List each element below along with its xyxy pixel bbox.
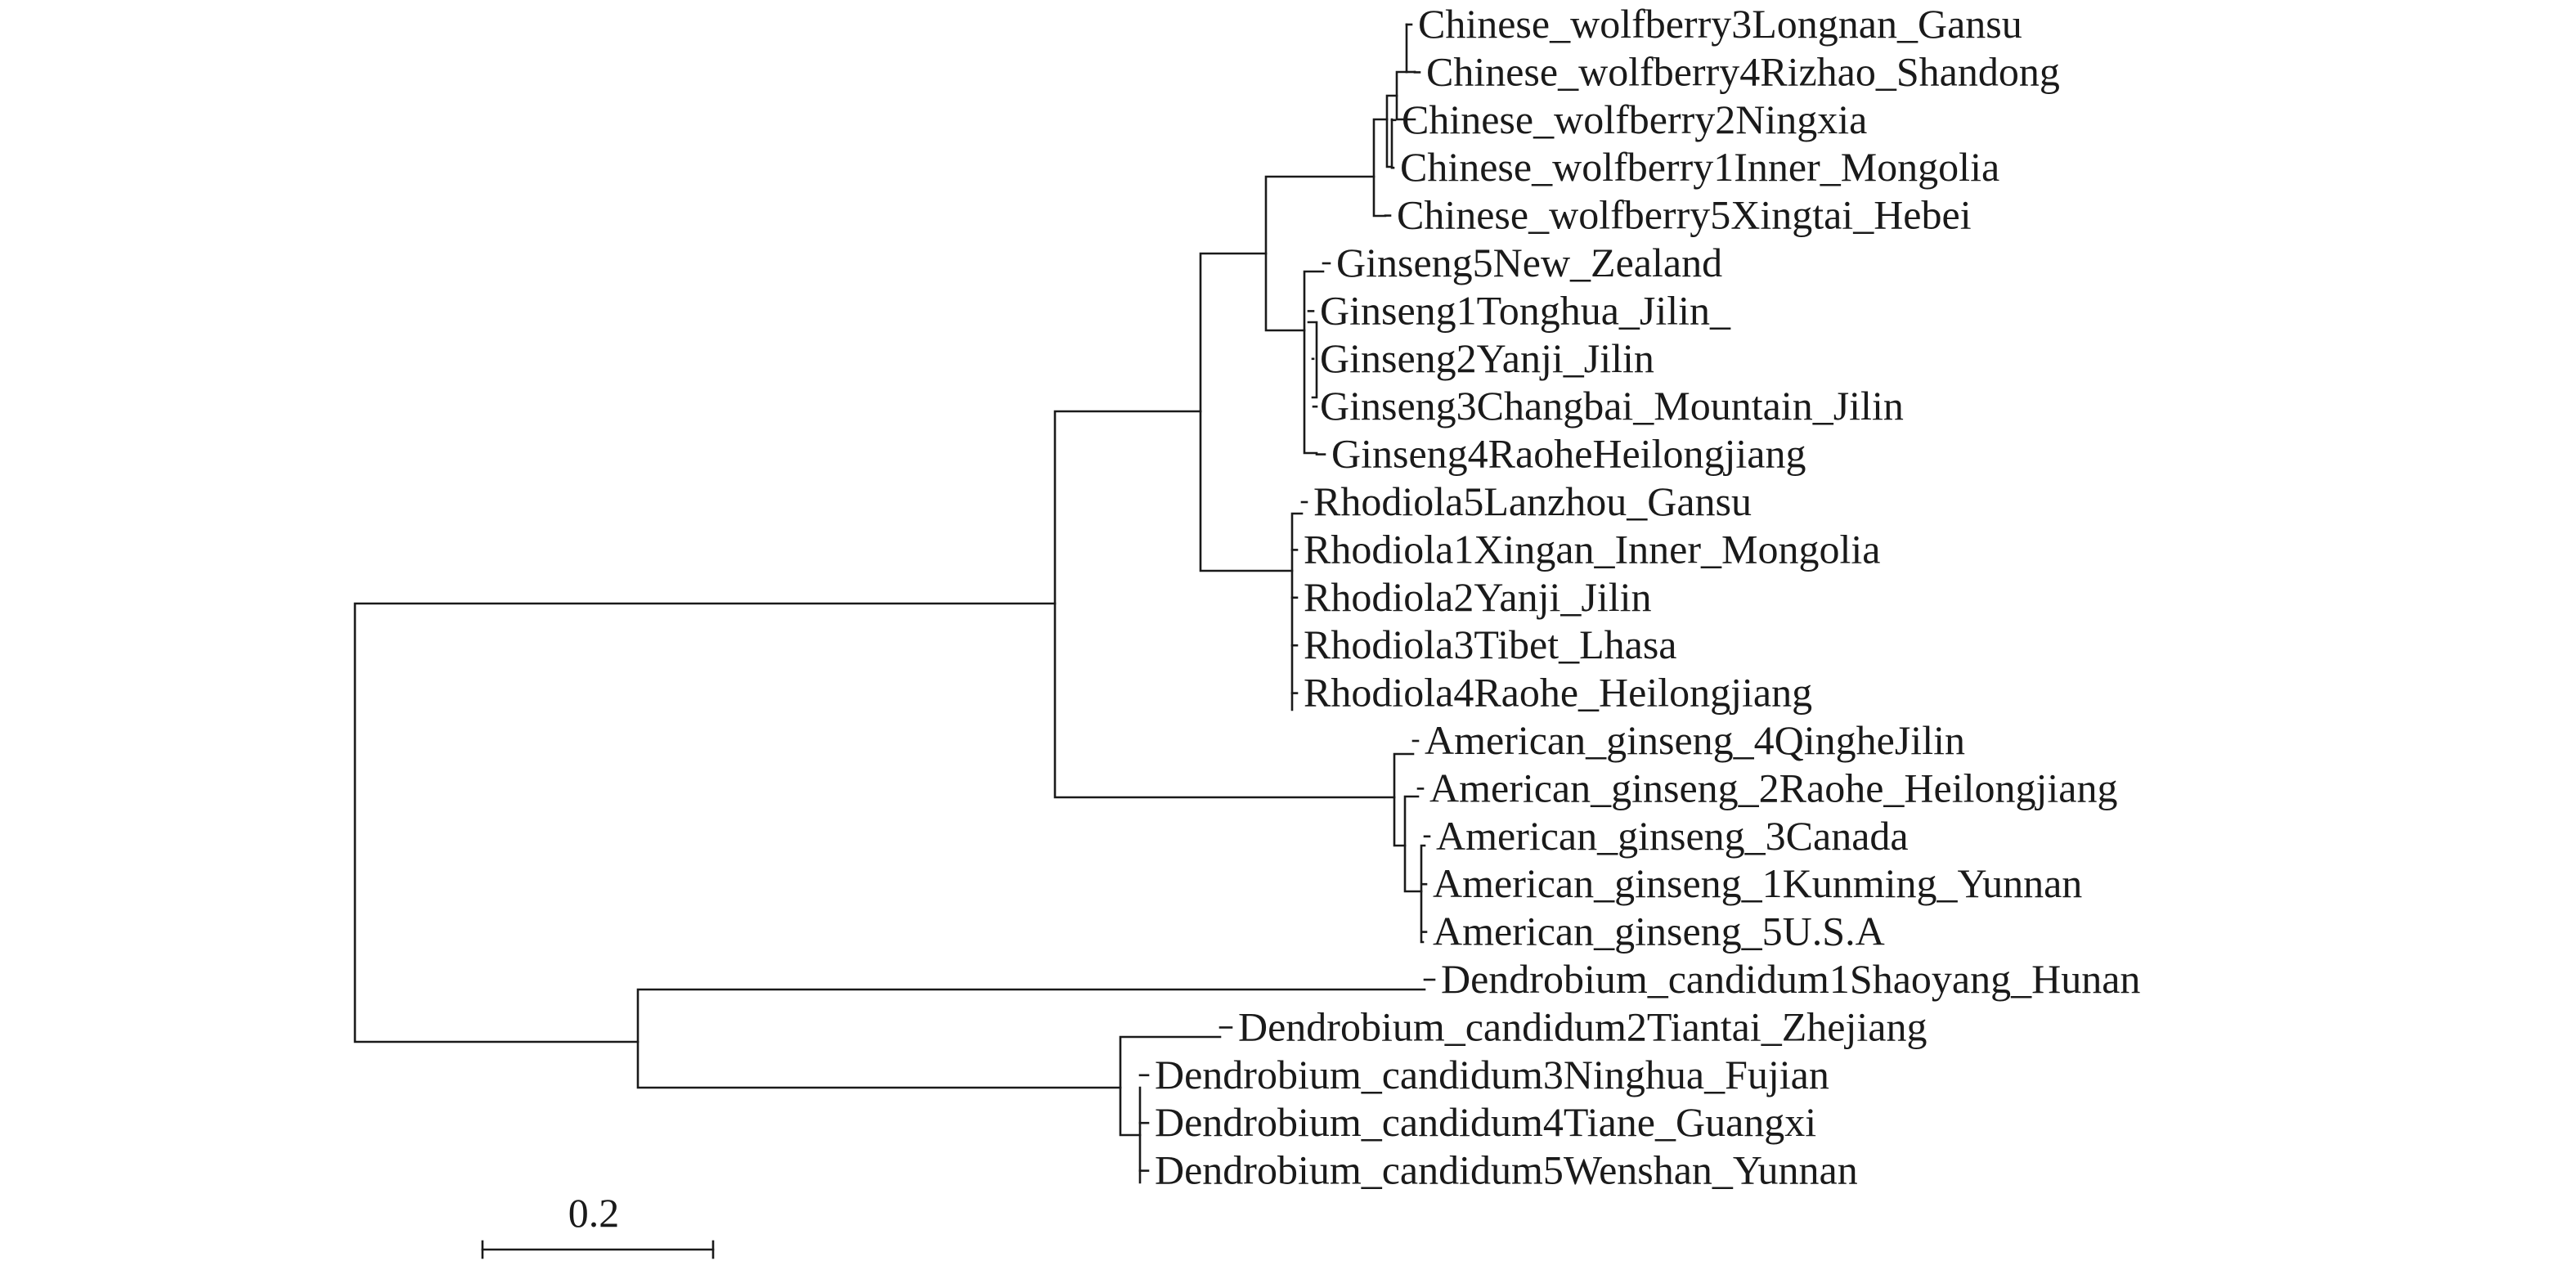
- leaf-label-23: Dendrobium_candidum3Ninghua_Fujian: [1155, 1052, 1829, 1097]
- leaf-label-2: Chinese_wolfberry4Rizhao_Shandong: [1426, 48, 2060, 94]
- american-ginseng-subclade-node: [1403, 795, 1423, 893]
- leaf-label-19: American_ginseng_1Kunming_Yunnan: [1433, 860, 2082, 906]
- leaf-label-14: Rhodiola3Tibet_Lhasa: [1304, 622, 1676, 667]
- leaf-label-3: Chinese_wolfberry2Ningxia: [1402, 96, 1867, 142]
- leaf-label-17: American_ginseng_2Raohe_Heilongjiang: [1429, 765, 2117, 810]
- leaf-label-21: Dendrobium_candidum1Shaoyang_Hunan: [1441, 956, 2140, 1002]
- leaf-label-10: Ginseng4RaoheHeilongjiang: [1331, 431, 1806, 477]
- leaf-label-18: American_ginseng_3Canada: [1436, 813, 1909, 859]
- wolfberry-3-4-node: [1395, 70, 1416, 121]
- main-clade-node: [1053, 410, 1396, 799]
- dendrobium-clade-node: [636, 988, 1426, 1089]
- leaf-label-9: Ginseng3Changbai_Mountain_Jilin: [1320, 383, 1904, 429]
- leaf-label-25: Dendrobium_candidum5Wenshan_Yunnan: [1155, 1147, 1858, 1193]
- scale-bar-label: 0.2: [568, 1190, 620, 1236]
- root-node: [353, 602, 1057, 1043]
- american-ginseng-clade-node: [1393, 752, 1415, 847]
- leaf-label-16: American_ginseng_4QingheJilin: [1425, 717, 1965, 763]
- leaf-label-22: Dendrobium_candidum2Tiantai_Zhejiang: [1238, 1003, 1927, 1049]
- upper-clade-node: [1199, 252, 1294, 572]
- wolfberry-clade-node: [1372, 118, 1389, 218]
- leaf-label-12: Rhodiola1Xingan_Inner_Mongolia: [1304, 526, 1880, 572]
- leaf-label-7: Ginseng1Tonghua_Jilin_: [1320, 287, 1731, 333]
- leaf-label-8: Ginseng2Yanji_Jilin: [1320, 335, 1654, 381]
- dendrobium-subclade-node: [1119, 1035, 1222, 1137]
- wolfberry-ginseng-node: [1264, 175, 1376, 332]
- leaf-label-24: Dendrobium_candidum4Tiane_Guangxi: [1155, 1099, 1816, 1145]
- leaf-label-20: American_ginseng_5U.S.A: [1433, 909, 1885, 954]
- american-ginseng-inner-node: [1420, 844, 1426, 944]
- leaf-label-13: Rhodiola2Yanji_Jilin: [1304, 574, 1652, 620]
- ginseng-clade-node: [1303, 270, 1325, 455]
- leaf-label-1: Chinese_wolfberry3Longnan_Gansu: [1418, 1, 2022, 47]
- scale-bar: 0.2: [481, 1190, 715, 1259]
- ginseng-subclade-node: [1307, 321, 1318, 399]
- rhodiola-clade-node: [1290, 512, 1304, 711]
- leaf-tips: [1138, 23, 1436, 1172]
- leaf-label-11: Rhodiola5Lanzhou_Gansu: [1313, 478, 1752, 524]
- tree-branches: [353, 23, 1426, 1184]
- leaf-label-5: Chinese_wolfberry5Xingtai_Hebei: [1397, 192, 1972, 238]
- leaf-label-15: Rhodiola4Raohe_Heilongjiang: [1304, 670, 1812, 716]
- leaf-labels: Chinese_wolfberry3Longnan_GansuChinese_w…: [1155, 1, 2140, 1193]
- leaf-label-6: Ginseng5New_Zealand: [1336, 240, 1722, 285]
- leaf-label-4: Chinese_wolfberry1Inner_Mongolia: [1400, 144, 1999, 190]
